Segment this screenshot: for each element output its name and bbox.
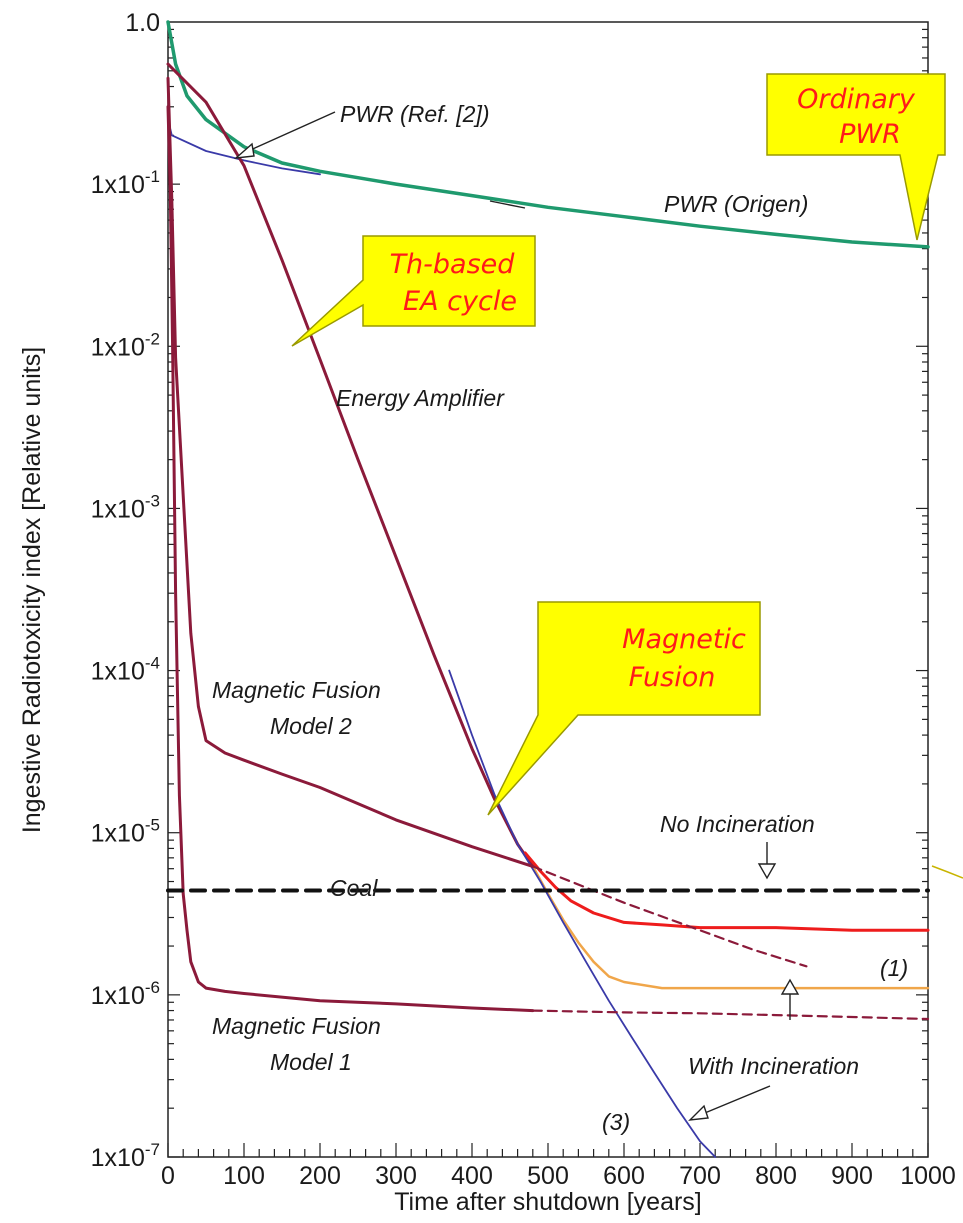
- callout-ordinary-pwr-line1: Ordinary: [797, 84, 916, 115]
- x-tick-labels: 0 100 200 300 400 500 600 700 800 900 1000: [161, 1162, 956, 1190]
- callout-magnetic-fusion-line2: Fusion: [629, 662, 716, 693]
- series-layer: [166, 20, 930, 1158]
- callout-ordinary-pwr-shape: [766, 73, 946, 241]
- callout-magnetic-fusion: Magnetic Fusion: [487, 601, 761, 816]
- series-energy-amplifier: [166, 62, 535, 868]
- callout-th-based-shape: [291, 235, 536, 347]
- plot-frame: [167, 21, 929, 1158]
- y-tick-label-exponent: -2: [145, 329, 160, 348]
- y-tick-label-base: 1x10: [91, 658, 145, 686]
- series-with-incineration: [531, 865, 930, 990]
- series-no-incineration: [523, 851, 930, 932]
- pwr-ref2-pointer: [245, 111, 336, 153]
- x-tick-label: 800: [755, 1162, 797, 1190]
- y-tick-label-exponent: -6: [145, 978, 160, 997]
- callout-magnetic-fusion-shape: [487, 601, 761, 816]
- label-pwr-origen: PWR (Origen): [664, 191, 808, 217]
- curve3-pointer: [699, 1085, 771, 1116]
- y-tick-label-base: 1.0: [125, 9, 160, 37]
- pwr-ref2-arrowhead: [233, 142, 255, 159]
- x-tick-label: 200: [299, 1162, 341, 1190]
- no-incineration-arrowhead: [757, 863, 777, 880]
- x-tick-label: 0: [161, 1162, 175, 1190]
- y-tick-label: 1x10-5: [91, 816, 160, 848]
- annotation-pointers: [233, 111, 800, 1121]
- series-curve-3: [448, 669, 717, 1158]
- callout-th-based: Th-based EA cycle: [291, 235, 536, 347]
- y-tick-label: 1x10-7: [91, 1140, 160, 1172]
- y-tick-label: 1x10-6: [91, 978, 160, 1010]
- y-axis-title: Ingestive Radiotoxicity index [Relative …: [18, 347, 46, 833]
- y-tick-label: 1x10-1: [91, 167, 160, 199]
- y-tick-label-base: 1x10: [91, 1144, 145, 1172]
- callout-ordinary-pwr-line2: PWR: [839, 119, 901, 150]
- curve3-arrowhead: [688, 1104, 709, 1121]
- x-tick-label: 600: [603, 1162, 645, 1190]
- label-curve3: (3): [602, 1109, 630, 1135]
- x-tick-label: 400: [451, 1162, 493, 1190]
- y-tick-label-base: 1x10: [91, 495, 145, 523]
- series-mf-model2-ext: [531, 865, 808, 968]
- label-pwr-ref2: PWR (Ref. [2]): [340, 101, 490, 127]
- y-tick-label: 1x10-2: [91, 329, 160, 361]
- x-tick-label: 900: [831, 1162, 873, 1190]
- x-tick-label: 500: [527, 1162, 569, 1190]
- label-energy-amplifier: Energy Amplifier: [336, 385, 505, 411]
- y-tick-label-exponent: -3: [145, 491, 160, 510]
- series-mf-model2: [166, 76, 535, 868]
- y-tick-labels: 1.01x10-11x10-21x10-31x10-41x10-51x10-61…: [91, 9, 160, 1172]
- coal-label-hook: [931, 865, 963, 879]
- y-tick-label-exponent: -4: [145, 654, 160, 673]
- y-tick-label-exponent: -5: [145, 816, 160, 835]
- x-tick-label: 300: [375, 1162, 417, 1190]
- y-tick-label-base: 1x10: [91, 333, 145, 361]
- pwr-origen-pointer: [489, 200, 526, 209]
- callout-magnetic-fusion-line1: Magnetic: [622, 624, 746, 655]
- y-tick-label-base: 1x10: [91, 982, 145, 1010]
- x-axis-title: Time after shutdown [years]: [394, 1188, 702, 1216]
- callout-th-based-line2: EA cycle: [403, 286, 517, 317]
- y-tick-label: 1x10-3: [91, 491, 160, 523]
- label-coal: Coal: [330, 875, 378, 901]
- label-mf1-line2: Model 1: [270, 1049, 352, 1075]
- label-curve1: (1): [880, 955, 908, 981]
- label-with-incineration: With Incineration: [688, 1053, 859, 1079]
- y-tick-label-base: 1x10: [91, 171, 145, 199]
- callout-th-based-line1: Th-based: [390, 249, 516, 280]
- series-mf-model1: [166, 105, 535, 1013]
- y-tick-label-base: 1x10: [91, 820, 145, 848]
- series-mf-model1-ext: [531, 1009, 930, 1021]
- x-tick-label: 1000: [900, 1162, 956, 1190]
- label-no-incineration: No Incineration: [660, 811, 815, 837]
- axis-ticks: [167, 28, 929, 1158]
- label-mf1-line1: Magnetic Fusion: [212, 1013, 381, 1039]
- label-mf2-line1: Magnetic Fusion: [212, 677, 381, 703]
- series-pwr-origen: [166, 20, 930, 249]
- y-tick-label: 1x10-4: [91, 654, 160, 686]
- callout-ordinary-pwr: Ordinary PWR: [766, 73, 946, 241]
- x-tick-label: 700: [679, 1162, 721, 1190]
- y-tick-label-exponent: -7: [145, 1140, 160, 1159]
- x-tick-label: 100: [223, 1162, 265, 1190]
- y-tick-label-exponent: -1: [145, 167, 160, 186]
- label-mf2-line2: Model 2: [270, 713, 352, 739]
- y-tick-label: 1.0: [125, 9, 160, 37]
- with-incineration-arrowhead: [780, 978, 800, 995]
